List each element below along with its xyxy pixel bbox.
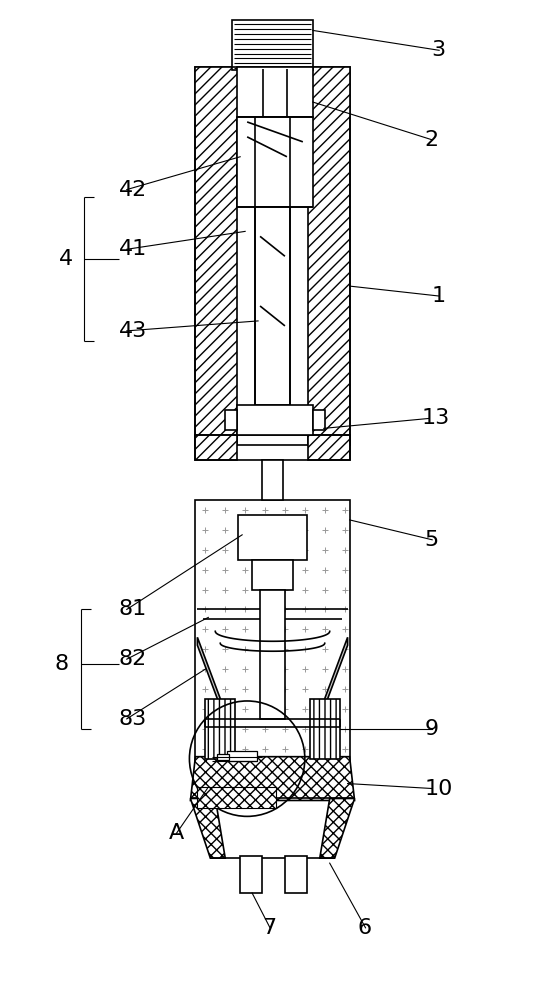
Bar bbox=[196, 67, 237, 117]
Text: 3: 3 bbox=[431, 40, 445, 60]
Text: 9: 9 bbox=[424, 719, 438, 739]
Bar bbox=[196, 500, 349, 798]
Bar bbox=[255, 207, 290, 405]
Bar bbox=[238, 515, 307, 560]
Bar bbox=[196, 67, 349, 445]
Bar bbox=[260, 590, 285, 719]
Bar bbox=[232, 20, 313, 70]
Bar bbox=[205, 699, 235, 759]
Text: 2: 2 bbox=[424, 130, 438, 150]
Bar bbox=[308, 67, 349, 117]
Bar bbox=[308, 435, 349, 460]
Bar bbox=[237, 67, 313, 117]
Text: 8: 8 bbox=[55, 654, 69, 674]
Bar bbox=[240, 856, 262, 893]
Polygon shape bbox=[323, 637, 348, 712]
Text: 42: 42 bbox=[119, 180, 147, 200]
Text: 6: 6 bbox=[358, 918, 372, 938]
Bar bbox=[237, 117, 313, 207]
Text: 41: 41 bbox=[119, 239, 147, 259]
Polygon shape bbox=[197, 787, 276, 808]
Bar bbox=[313, 410, 325, 430]
Text: 5: 5 bbox=[424, 530, 439, 550]
Text: 10: 10 bbox=[424, 779, 452, 799]
Text: 43: 43 bbox=[119, 321, 147, 341]
Bar bbox=[308, 67, 349, 445]
Polygon shape bbox=[190, 798, 225, 858]
Bar bbox=[285, 856, 307, 893]
Bar bbox=[310, 699, 340, 759]
Text: A: A bbox=[168, 823, 184, 843]
Bar bbox=[227, 751, 257, 761]
Text: 13: 13 bbox=[421, 408, 450, 428]
Polygon shape bbox=[190, 757, 355, 800]
Bar bbox=[217, 754, 229, 760]
Bar bbox=[237, 405, 313, 435]
Bar bbox=[196, 435, 237, 460]
Polygon shape bbox=[320, 798, 355, 858]
Text: 4: 4 bbox=[59, 249, 73, 269]
Text: 7: 7 bbox=[262, 918, 276, 938]
Bar bbox=[225, 410, 237, 430]
Bar bbox=[262, 460, 283, 500]
Text: 1: 1 bbox=[431, 286, 445, 306]
Polygon shape bbox=[197, 637, 222, 712]
Bar bbox=[252, 560, 293, 590]
Text: 82: 82 bbox=[119, 649, 147, 669]
Bar bbox=[196, 67, 237, 445]
Text: 83: 83 bbox=[119, 709, 147, 729]
Bar bbox=[196, 435, 349, 460]
Text: 81: 81 bbox=[119, 599, 147, 619]
